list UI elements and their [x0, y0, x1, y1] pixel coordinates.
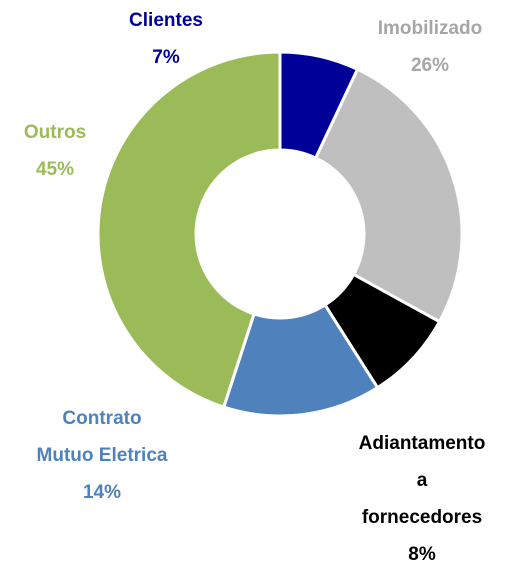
category-label: Imobilizado	[377, 18, 483, 39]
donut	[96, 50, 464, 418]
data-label: Imobilizado 26%	[378, 10, 483, 84]
value-label: 26%	[410, 55, 450, 76]
data-label: Adiantamento a fornecedores 8%	[359, 425, 486, 573]
category-label: Clientes	[129, 10, 203, 31]
chart: Clientes 7% Imobilizado 26% Adiantamento a f…	[24, 2, 485, 565]
category-label: Outros	[23, 122, 87, 143]
slice	[96, 50, 282, 409]
category-label: Contrato Mutuo Eletrica	[36, 408, 168, 466]
data-label: Outros 45%	[24, 114, 86, 188]
slice	[221, 302, 380, 418]
value-label: 8%	[408, 544, 436, 565]
value-label: 7%	[152, 47, 180, 68]
value-label: 14%	[82, 482, 122, 503]
data-label: Clientes 7%	[129, 2, 203, 76]
value-label: 45%	[35, 159, 75, 180]
data-label: Contrato Mutuo Eletrica 14%	[37, 400, 168, 511]
category-label: Adiantamento a fornecedores	[358, 433, 486, 528]
slice	[313, 67, 464, 324]
